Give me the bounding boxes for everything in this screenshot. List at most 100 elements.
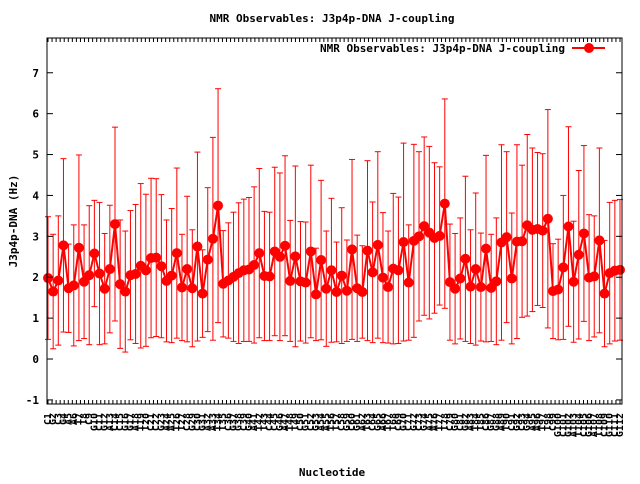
data-point	[94, 268, 105, 279]
x-tick-label: A6	[69, 413, 80, 425]
x-tick-label: A62	[357, 413, 368, 431]
x-tick-label: T67	[383, 413, 394, 431]
x-tick-label: T78	[440, 413, 451, 431]
data-point	[99, 283, 110, 294]
x-tick-label: C1	[43, 413, 54, 425]
data-point	[166, 270, 177, 281]
data-point	[305, 246, 316, 257]
data-point	[501, 232, 512, 243]
data-point	[578, 228, 589, 239]
y-tick-label: -1	[26, 394, 40, 407]
x-tick-label: G87	[486, 413, 497, 431]
x-tick-label: C60	[347, 413, 358, 431]
legend-marker	[584, 43, 594, 53]
x-tick-label: G88	[491, 413, 502, 431]
data-point	[120, 286, 131, 297]
x-tick-label: G102	[564, 413, 575, 437]
x-tick-label: C30	[192, 413, 203, 431]
x-tick-label: C39	[239, 413, 250, 431]
data-point	[316, 255, 327, 266]
data-point	[280, 240, 291, 251]
x-tick-label: C11	[95, 413, 106, 431]
x-tick-label: C28	[182, 413, 193, 431]
x-tick-label: A95	[527, 413, 538, 431]
x-tick-label: A41	[249, 413, 260, 431]
x-tick-label: A13	[105, 413, 116, 431]
x-tick-label: T26	[172, 413, 183, 431]
data-point	[321, 283, 332, 294]
data-point	[290, 251, 301, 262]
x-tick-label: A24	[162, 413, 173, 431]
plot-frame	[46, 37, 623, 405]
data-point	[310, 289, 321, 300]
data-point	[58, 240, 69, 251]
x-tick-label: C21	[146, 413, 157, 431]
x-tick-label: G16	[120, 413, 131, 431]
y-tick-label: 0	[32, 353, 39, 366]
data-point	[53, 275, 64, 286]
data-point	[398, 237, 409, 248]
data-point	[43, 273, 53, 284]
x-tick-label: T34	[213, 413, 224, 431]
data-point	[48, 286, 59, 297]
x-tick-label: G82	[460, 413, 471, 431]
data-point	[455, 273, 466, 284]
y-tick-label: 2	[32, 271, 39, 284]
data-point	[254, 248, 265, 259]
data-point	[367, 267, 378, 278]
x-tick-label: C50	[296, 413, 307, 431]
x-axis-label: Nucleotide	[299, 466, 366, 479]
data-point	[568, 276, 579, 287]
x-tick-label: A107	[589, 413, 600, 437]
x-tick-label: A54	[316, 413, 327, 431]
data-point	[414, 231, 425, 242]
data-point	[450, 283, 461, 294]
data-point	[362, 245, 373, 256]
x-tick-label: G61	[352, 413, 363, 431]
y-tick-label: 3	[32, 230, 39, 243]
data-point	[84, 270, 95, 281]
data-point	[465, 281, 476, 292]
x-tick-label: A96	[533, 413, 544, 431]
chart-title: NMR Observables: J3p4p-DNA J-coupling	[209, 12, 454, 25]
data-point	[326, 265, 337, 276]
x-tick-label: G74	[419, 413, 430, 431]
data-point	[542, 213, 553, 224]
x-tick-label: A83	[466, 413, 477, 431]
data-point	[176, 282, 187, 293]
data-point	[517, 236, 528, 247]
x-tick-label: C101	[558, 413, 569, 437]
x-tick-label: T84	[471, 413, 482, 431]
y-tick-label: 1	[32, 312, 39, 325]
x-tick-label: T56	[326, 413, 337, 431]
x-tick-label: T20	[141, 413, 152, 431]
y-tick-label: 4	[32, 189, 39, 202]
x-tick-label: G53	[311, 413, 322, 431]
x-tick-label: G110	[605, 413, 616, 437]
x-tick-label: G80	[450, 413, 461, 431]
x-tick-label: G40	[244, 413, 255, 431]
data-point	[207, 233, 218, 244]
data-point	[589, 271, 600, 282]
x-tick-label: G17	[126, 413, 137, 431]
data-point	[104, 264, 115, 275]
data-point	[68, 280, 79, 291]
data-point	[470, 264, 481, 275]
x-tick-label: G10	[89, 413, 100, 431]
x-tick-label: A75	[424, 413, 435, 431]
plot-area	[43, 88, 625, 353]
x-tick-label: G70	[399, 413, 410, 431]
x-tick-label: T7	[74, 413, 85, 425]
x-tick-label: C14	[110, 413, 121, 431]
data-point	[393, 265, 404, 276]
y-tick-label: 5	[32, 149, 39, 162]
x-tick-label: A32	[203, 413, 214, 431]
data-point	[558, 262, 569, 273]
data-point	[285, 275, 296, 286]
data-point	[341, 285, 352, 296]
data-point	[372, 239, 383, 250]
x-tick-label: C93	[517, 413, 528, 431]
data-point	[553, 284, 564, 295]
